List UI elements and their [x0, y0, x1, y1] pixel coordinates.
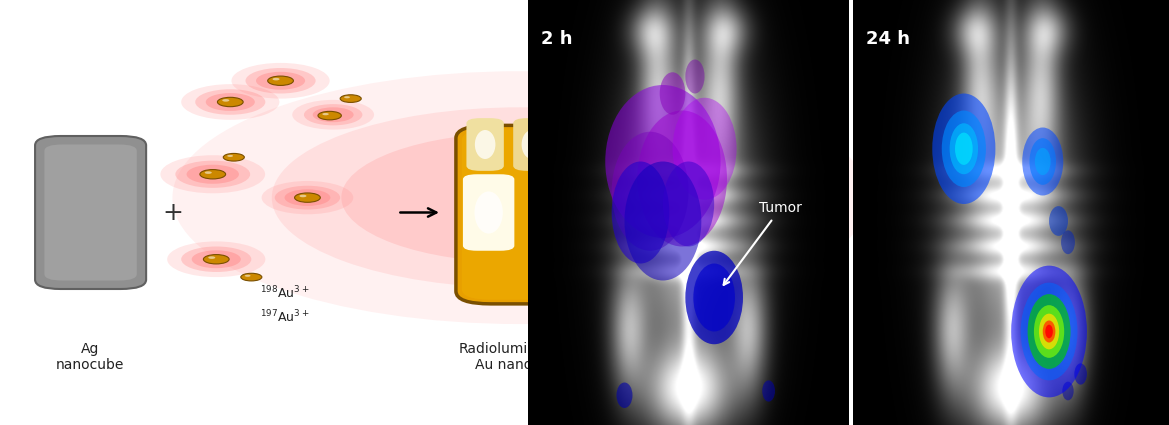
Ellipse shape — [1049, 206, 1068, 236]
Ellipse shape — [262, 181, 353, 214]
Ellipse shape — [475, 130, 496, 159]
Ellipse shape — [231, 63, 330, 99]
Ellipse shape — [685, 60, 705, 94]
FancyBboxPatch shape — [513, 118, 551, 171]
Ellipse shape — [292, 100, 374, 130]
Ellipse shape — [1022, 128, 1064, 196]
Ellipse shape — [1028, 294, 1071, 369]
Ellipse shape — [227, 155, 233, 157]
Ellipse shape — [611, 162, 670, 264]
Ellipse shape — [1033, 305, 1064, 358]
FancyBboxPatch shape — [35, 136, 146, 289]
Ellipse shape — [1063, 382, 1073, 400]
Ellipse shape — [295, 193, 320, 202]
Ellipse shape — [1043, 320, 1056, 343]
Ellipse shape — [245, 68, 316, 94]
Ellipse shape — [304, 104, 362, 125]
Text: Tumor: Tumor — [724, 201, 802, 285]
Ellipse shape — [949, 123, 978, 174]
Ellipse shape — [160, 155, 265, 193]
Ellipse shape — [206, 93, 255, 111]
Ellipse shape — [606, 85, 720, 238]
FancyBboxPatch shape — [44, 144, 137, 280]
Ellipse shape — [323, 113, 328, 115]
Ellipse shape — [475, 191, 503, 234]
Ellipse shape — [624, 162, 701, 280]
Ellipse shape — [685, 251, 743, 344]
Ellipse shape — [203, 255, 229, 264]
Ellipse shape — [955, 133, 973, 165]
Ellipse shape — [244, 275, 250, 277]
Ellipse shape — [271, 108, 769, 288]
Ellipse shape — [341, 133, 699, 263]
Ellipse shape — [659, 72, 685, 115]
Ellipse shape — [241, 273, 262, 281]
Ellipse shape — [284, 189, 331, 206]
FancyBboxPatch shape — [463, 174, 514, 251]
Text: 2 h: 2 h — [541, 30, 573, 48]
Ellipse shape — [223, 153, 244, 161]
Ellipse shape — [195, 89, 265, 115]
Ellipse shape — [222, 99, 229, 102]
Ellipse shape — [616, 382, 632, 408]
Text: 24 h: 24 h — [866, 30, 909, 48]
Ellipse shape — [181, 84, 279, 120]
FancyBboxPatch shape — [466, 118, 504, 171]
Ellipse shape — [672, 98, 736, 200]
Ellipse shape — [192, 250, 241, 268]
Ellipse shape — [312, 108, 353, 122]
Ellipse shape — [275, 186, 340, 210]
Ellipse shape — [942, 110, 985, 187]
Ellipse shape — [762, 380, 775, 402]
Ellipse shape — [1021, 283, 1078, 380]
Ellipse shape — [272, 78, 279, 80]
Ellipse shape — [1035, 148, 1051, 175]
Ellipse shape — [318, 111, 341, 120]
Ellipse shape — [521, 130, 542, 159]
Text: +: + — [162, 201, 184, 224]
Text: $^{198}$Au$^{3+}$: $^{198}$Au$^{3+}$ — [260, 285, 309, 302]
Ellipse shape — [693, 264, 735, 332]
Ellipse shape — [175, 161, 250, 188]
FancyBboxPatch shape — [462, 130, 579, 300]
Ellipse shape — [340, 95, 361, 102]
Text: Radioluminescent
Au nanocage: Radioluminescent Au nanocage — [458, 342, 582, 372]
Ellipse shape — [217, 97, 243, 107]
Ellipse shape — [268, 76, 293, 85]
Ellipse shape — [663, 162, 714, 246]
Ellipse shape — [181, 246, 251, 272]
Ellipse shape — [187, 165, 238, 184]
Ellipse shape — [1011, 266, 1087, 397]
Ellipse shape — [299, 195, 306, 197]
Ellipse shape — [1061, 230, 1075, 254]
Ellipse shape — [1039, 314, 1059, 349]
Ellipse shape — [256, 72, 305, 90]
Ellipse shape — [1074, 363, 1087, 385]
Ellipse shape — [1045, 325, 1053, 338]
Ellipse shape — [200, 170, 226, 179]
Text: Ag
nanocube: Ag nanocube — [56, 342, 124, 372]
FancyBboxPatch shape — [456, 125, 584, 304]
Ellipse shape — [637, 110, 727, 246]
Ellipse shape — [205, 171, 212, 174]
Ellipse shape — [208, 256, 215, 259]
Ellipse shape — [611, 132, 689, 251]
Ellipse shape — [933, 94, 995, 204]
Ellipse shape — [1030, 138, 1056, 185]
Ellipse shape — [344, 96, 350, 98]
Ellipse shape — [173, 71, 867, 324]
Text: $^{197}$Au$^{3+}$: $^{197}$Au$^{3+}$ — [260, 308, 309, 325]
Ellipse shape — [167, 241, 265, 277]
